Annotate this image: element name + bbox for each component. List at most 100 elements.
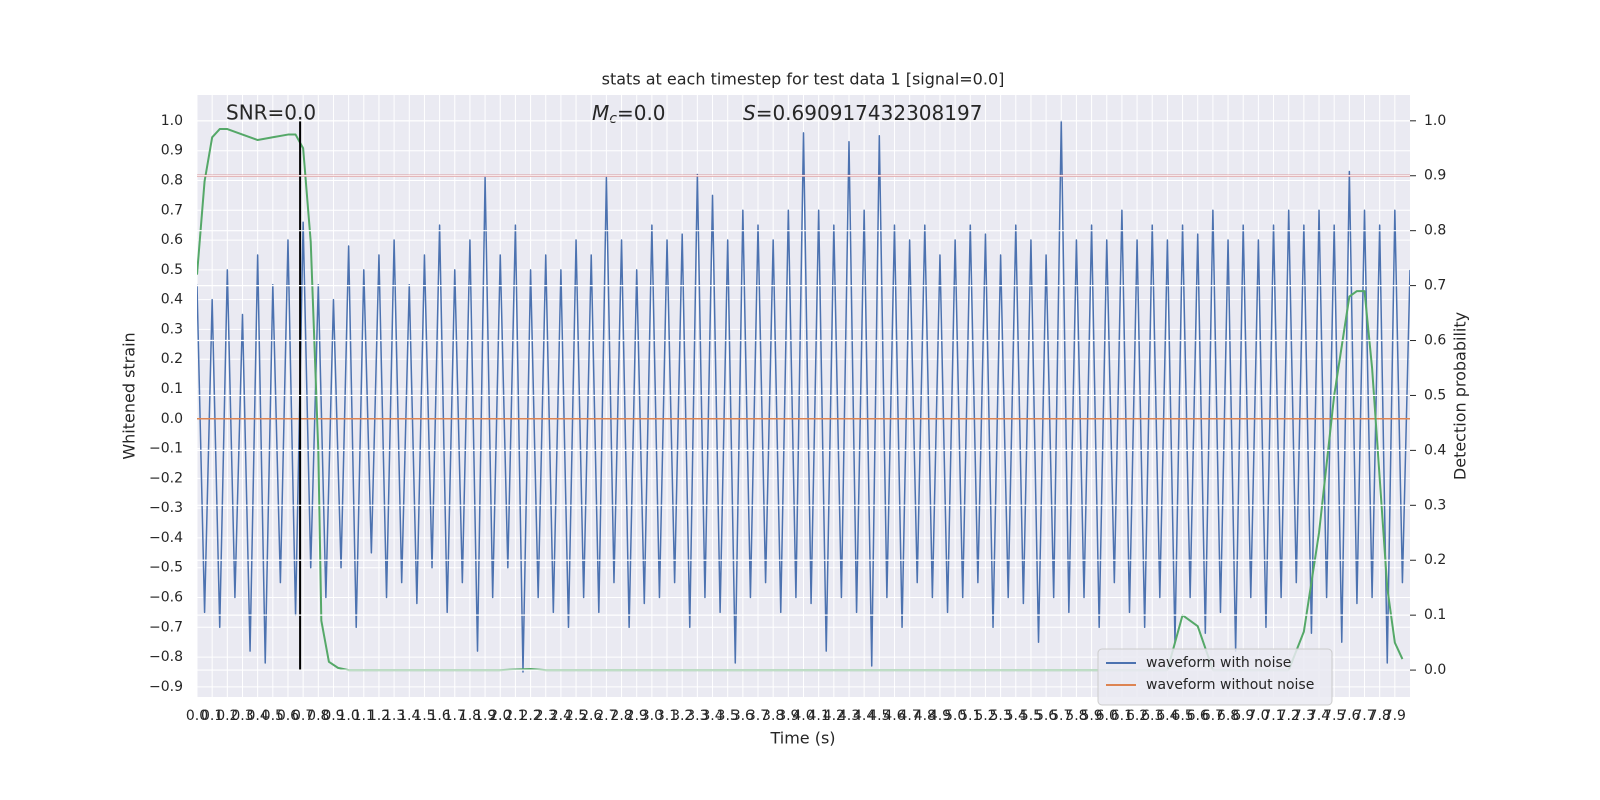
y-tick-label: 1.0 [161, 113, 183, 129]
x-tick-label: 6.9 [1232, 708, 1254, 724]
y2-tick-label: 0.6 [1424, 333, 1446, 349]
y-axis-label: Whitened strain [120, 332, 139, 459]
x-tick-label: 0.1 [201, 708, 223, 724]
x-tick-label: 2.1 [504, 708, 526, 724]
x-tick-label: 3.5 [717, 708, 739, 724]
x-tick-label: 0.5 [262, 708, 284, 724]
x-tick-label: 1.5 [413, 708, 435, 724]
x-tick-label: 5.0 [944, 708, 966, 724]
x-tick-label: 4.3 [838, 708, 860, 724]
y2-tick-label: 0.7 [1424, 278, 1446, 294]
x-tick-label: 3.9 [777, 708, 799, 724]
x-tick-label: 1.3 [383, 708, 405, 724]
x-tick-label: 2.9 [626, 708, 648, 724]
x-tick-label: 5.5 [1020, 708, 1042, 724]
x-tick-label: 1.1 [353, 708, 375, 724]
x-tick-label: 5.8 [1065, 708, 1087, 724]
x-tick-label: 2.0 [489, 708, 511, 724]
y2-tick-label: 0.0 [1424, 662, 1446, 678]
x-tick-label: 1.9 [474, 708, 496, 724]
x-tick-label: 7.3 [1293, 708, 1315, 724]
x-tick-label: 5.6 [1035, 708, 1057, 724]
legend-label: waveform with noise [1146, 655, 1291, 671]
y-tick-label: −0.4 [149, 530, 183, 546]
x-tick-label: 7.9 [1384, 708, 1406, 724]
x-tick-label: 7.0 [1247, 708, 1269, 724]
x-tick-label: 4.4 [853, 708, 875, 724]
y-tick-label: −0.2 [149, 470, 183, 486]
x-tick-label: 4.1 [808, 708, 830, 724]
x-tick-label: 1.8 [459, 708, 481, 724]
x-tick-label: 1.0 [337, 708, 359, 724]
y2-tick-label: 0.1 [1424, 607, 1446, 623]
x-tick-label: 0.6 [277, 708, 299, 724]
y-tick-label: −0.3 [149, 500, 183, 516]
annotation-symbol: M [592, 101, 609, 125]
x-tick-label: 5.1 [959, 708, 981, 724]
x-tick-label: 7.1 [1262, 708, 1284, 724]
y-tick-label: −0.9 [149, 679, 183, 695]
x-tick-label: 3.4 [701, 708, 723, 724]
x-tick-label: 2.8 [610, 708, 632, 724]
x-tick-label: 2.4 [550, 708, 572, 724]
annotation-subscript: c [609, 111, 617, 127]
x-tick-label: 7.4 [1308, 708, 1330, 724]
x-tick-label: 5.2 [974, 708, 996, 724]
y-tick-label: 0.2 [161, 351, 183, 367]
x-tick-label: 7.8 [1369, 708, 1391, 724]
y-tick-label: −0.8 [149, 649, 183, 665]
x-tick-label: 4.7 [899, 708, 921, 724]
x-tick-label: 7.2 [1278, 708, 1300, 724]
x-tick-label: 3.2 [671, 708, 693, 724]
x-tick-label: 4.2 [823, 708, 845, 724]
x-tick-label: 0.3 [231, 708, 253, 724]
x-tick-label: 6.4 [1156, 708, 1178, 724]
x-tick-label: 4.9 [929, 708, 951, 724]
y-tick-label: 0.5 [161, 262, 183, 278]
x-tick-label: 6.3 [1141, 708, 1163, 724]
x-tick-label: 0.7 [292, 708, 314, 724]
x-tick-label: 5.7 [1050, 708, 1072, 724]
x-tick-label: 5.9 [1080, 708, 1102, 724]
x-tick-label: 7.6 [1338, 708, 1360, 724]
annotation: Mc=0.0 [592, 101, 666, 128]
x-tick-label: 6.2 [1126, 708, 1148, 724]
series-line [197, 128, 1404, 672]
x-tick-label: 3.3 [686, 708, 708, 724]
y2-tick-label: 0.3 [1424, 497, 1446, 513]
series-line [197, 120, 1410, 673]
x-tick-label: 1.2 [368, 708, 390, 724]
x-tick-label: 7.5 [1323, 708, 1345, 724]
x-tick-label: 7.7 [1353, 708, 1375, 724]
y-tick-label: 0.1 [161, 381, 183, 397]
y2-tick-label: 0.4 [1424, 442, 1446, 458]
y-tick-label: 0.4 [161, 292, 183, 308]
x-tick-label: 0.8 [307, 708, 329, 724]
x-tick-label: 4.0 [792, 708, 814, 724]
y2-axis-label: Detection probability [1451, 312, 1470, 480]
x-tick-label: 4.5 [868, 708, 890, 724]
chart-title: stats at each timestep for test data 1 [… [602, 70, 1005, 89]
x-tick-label: 3.7 [747, 708, 769, 724]
y-tick-label: 0.8 [161, 172, 183, 188]
y2-tick-label: 0.9 [1424, 168, 1446, 184]
x-tick-label: 0.2 [216, 708, 238, 724]
annotation-symbol: S [743, 101, 756, 125]
x-tick-label: 0.0 [186, 708, 208, 724]
y-tick-label: 0.7 [161, 202, 183, 218]
x-tick-label: 1.4 [398, 708, 420, 724]
y2-tick-label: 1.0 [1424, 113, 1446, 129]
y-tick-label: 0.9 [161, 143, 183, 159]
x-tick-label: 0.4 [247, 708, 269, 724]
x-tick-label: 2.2 [519, 708, 541, 724]
legend-box [1097, 648, 1333, 706]
x-tick-label: 6.6 [1187, 708, 1209, 724]
x-tick-label: 5.4 [1005, 708, 1027, 724]
y-tick-label: −0.7 [149, 619, 183, 635]
x-tick-label: 6.7 [1202, 708, 1224, 724]
x-tick-label: 3.1 [656, 708, 678, 724]
y-tick-label: 0.3 [161, 321, 183, 337]
x-tick-label: 4.6 [883, 708, 905, 724]
x-tick-label: 2.3 [535, 708, 557, 724]
